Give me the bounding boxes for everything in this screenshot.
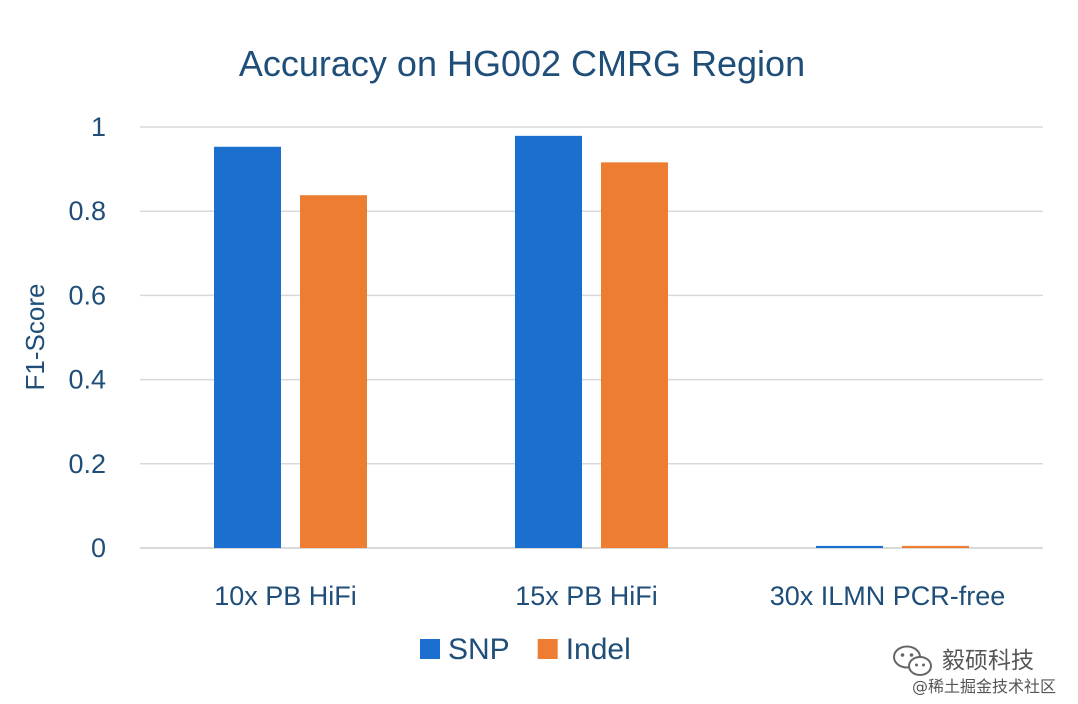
- legend-swatch-indel: [537, 639, 558, 659]
- chart-title: Accuracy on HG002 CMRG Region: [239, 43, 805, 84]
- watermark-brand: 毅硕科技: [942, 648, 1034, 674]
- x-axis-ticks: 10x PB HiFi 15x PB HiFi 30x ILMN PCR-free: [214, 581, 1005, 611]
- bar-snp-1: [214, 146, 281, 549]
- x-tick-label: 15x PB HiFi: [515, 581, 658, 611]
- y-tick-label: 0.6: [68, 280, 106, 310]
- legend-label-indel: Indel: [566, 633, 631, 666]
- bar-indel-3: [902, 545, 969, 548]
- watermark-community: @稀土掘金技术社区: [912, 677, 1056, 696]
- bar-indel-1: [300, 195, 367, 548]
- y-tick-label: 0.8: [68, 196, 106, 226]
- bar-snp-3: [816, 545, 883, 548]
- legend: SNP Indel: [420, 633, 631, 666]
- y-tick-label: 0.4: [68, 365, 106, 395]
- x-tick-label: 10x PB HiFi: [214, 581, 357, 611]
- bar-snp-2: [515, 135, 582, 548]
- legend-label-snp: SNP: [448, 633, 510, 666]
- y-tick-label: 1: [91, 112, 106, 142]
- bar-indel-2: [601, 162, 668, 548]
- watermark: 毅硕科技 @稀土掘金技术社区: [893, 645, 1056, 696]
- y-axis-ticks: 0 0.2 0.4 0.6 0.8 1: [68, 112, 106, 563]
- y-tick-label: 0.2: [68, 449, 106, 479]
- x-tick-label: 30x ILMN PCR-free: [770, 581, 1006, 611]
- y-tick-label: 0: [91, 533, 106, 563]
- gridlines: [140, 126, 1043, 549]
- legend-swatch-snp: [420, 639, 440, 659]
- wechat-logo-icon: [893, 645, 932, 676]
- bars: [214, 135, 969, 549]
- y-axis-label: F1-Score: [20, 284, 50, 391]
